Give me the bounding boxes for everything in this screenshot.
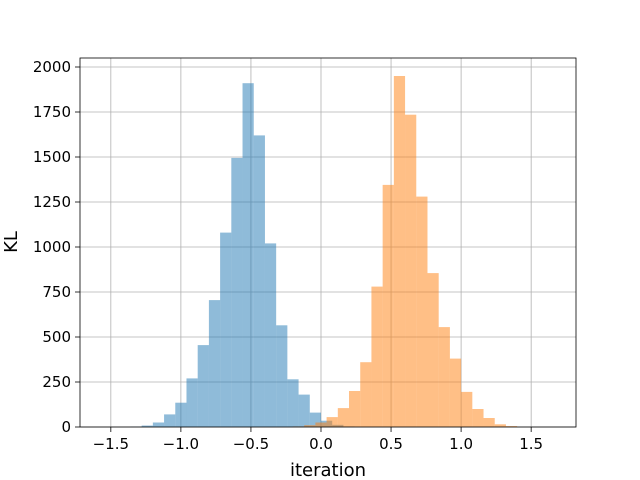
histogram-bar: [405, 114, 417, 427]
y-tick-label: 500: [42, 328, 71, 346]
x-tick-label: −1.5: [93, 435, 129, 453]
y-axis-ticks: 0 250 500 750 1000 1250 1500 1750 2000: [33, 58, 80, 436]
histogram-bar: [304, 425, 316, 427]
histogram-bar: [152, 422, 165, 427]
histogram-bar: [242, 83, 254, 427]
histogram-bar: [253, 135, 265, 427]
x-tick-label: 0.5: [379, 435, 403, 453]
histogram-bar: [360, 362, 372, 427]
histogram-bar: [472, 409, 484, 427]
histogram-bar: [298, 394, 310, 427]
histogram-bar: [220, 232, 232, 427]
histogram-bar: [416, 196, 428, 427]
histogram-bar: [315, 422, 327, 427]
histogram-bars: [130, 76, 518, 427]
x-tick-label: 1.0: [449, 435, 473, 453]
histogram-bar: [505, 426, 518, 427]
histogram-bar: [427, 273, 439, 427]
histogram-bar: [483, 418, 495, 427]
histogram-bar: [264, 243, 277, 427]
grid-lines: [80, 58, 576, 428]
y-tick-label: 250: [42, 373, 71, 391]
histogram-bar: [349, 391, 361, 427]
histogram-bar: [461, 391, 473, 427]
histogram-bar: [438, 327, 450, 427]
histogram-bar: [164, 414, 176, 427]
x-axis-ticks: −1.5 −1.0 −0.5 0.0 0.5 1.0 1.5: [93, 427, 543, 453]
x-tick-label: −1.0: [163, 435, 199, 453]
histogram-bar: [449, 358, 462, 427]
histogram-bar: [231, 157, 243, 427]
histogram-bar: [208, 300, 221, 427]
histogram-bar: [141, 425, 153, 427]
histogram-bar: [197, 345, 209, 427]
histogram-bar: [393, 76, 406, 427]
histogram-bar: [326, 417, 338, 427]
histogram-bar: [337, 408, 350, 427]
y-axis-label: KL: [1, 231, 22, 253]
x-axis-label: iteration: [290, 460, 366, 480]
series-1-bars: [292, 76, 518, 427]
y-tick-label: 0: [61, 418, 71, 436]
histogram-bar: [287, 379, 299, 427]
y-tick-label: 1500: [33, 148, 71, 166]
x-tick-label: 0.0: [309, 435, 333, 453]
histogram-bar: [186, 378, 198, 427]
y-tick-label: 2000: [33, 58, 71, 76]
histogram-bar: [371, 286, 383, 427]
y-tick-label: 750: [42, 283, 71, 301]
x-tick-label: 1.5: [519, 435, 543, 453]
x-tick-label: −0.5: [233, 435, 269, 453]
histogram-bar: [382, 184, 394, 427]
histogram-bar: [494, 424, 506, 427]
histogram-bar: [276, 325, 288, 427]
y-tick-label: 1250: [33, 193, 71, 211]
plot-frame: [79, 57, 577, 428]
histogram-bar: [309, 412, 321, 427]
histogram-bar: [175, 402, 187, 427]
y-tick-label: 1750: [33, 103, 71, 121]
y-tick-label: 1000: [33, 238, 71, 256]
